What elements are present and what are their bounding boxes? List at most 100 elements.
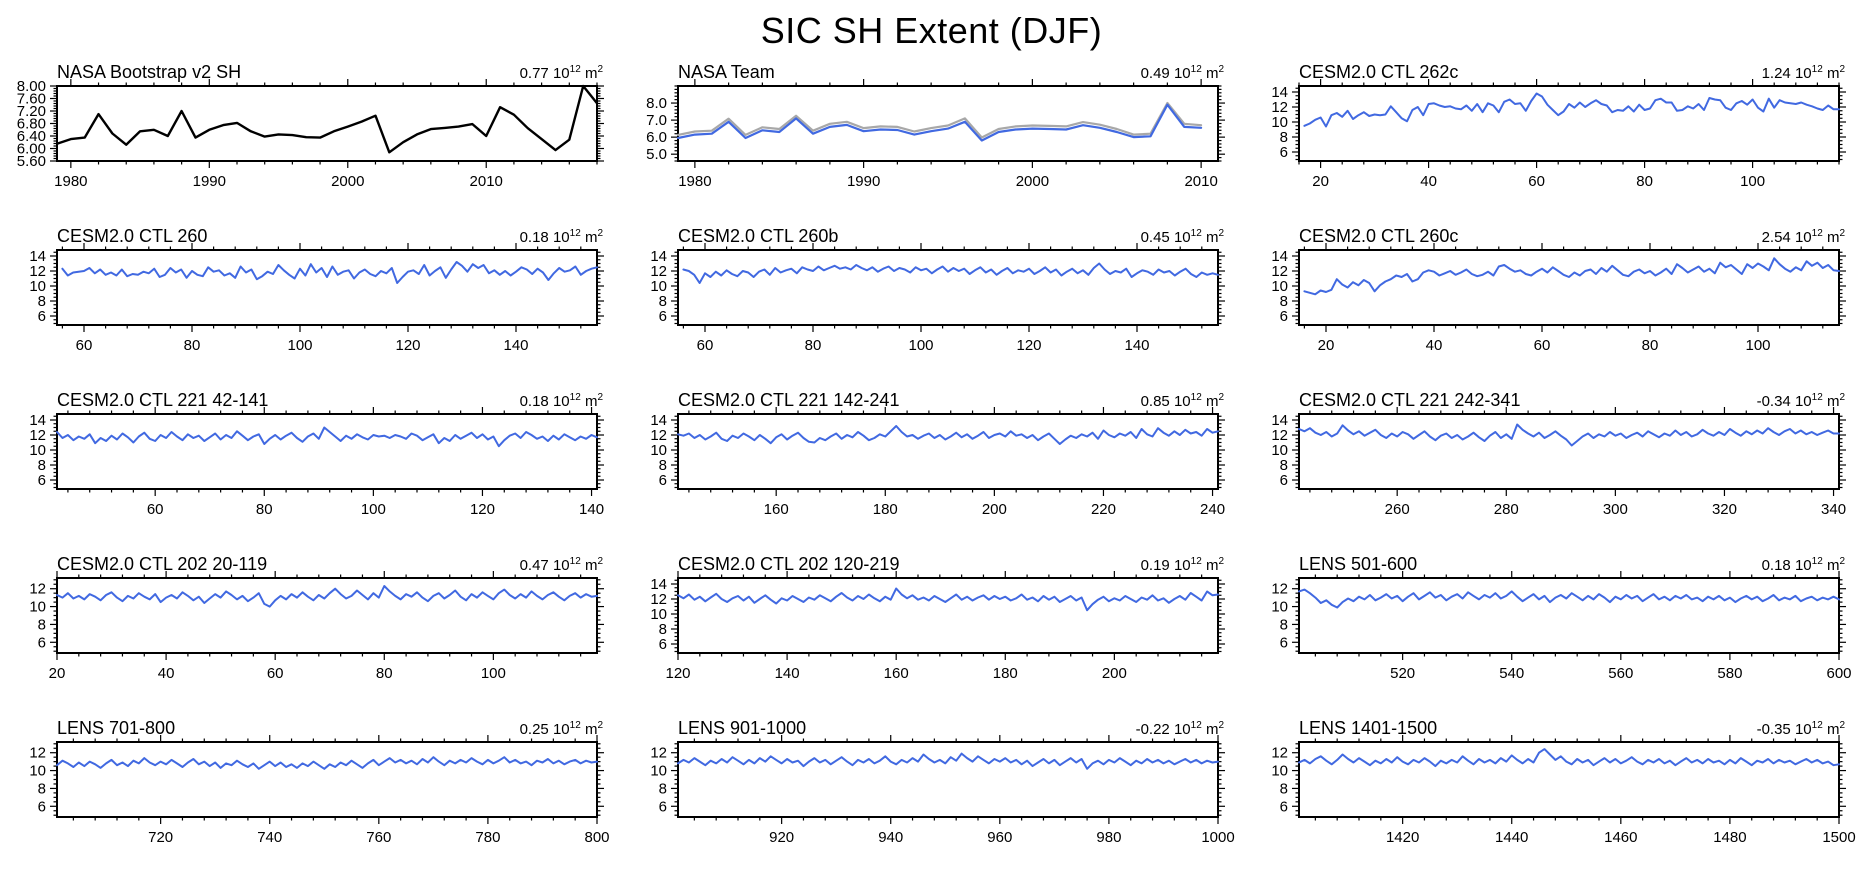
x-tick-label: 1990 [847,173,880,190]
units-exponent: 12 [1191,720,1203,731]
y-tick-label: 6.80 [17,116,46,133]
units-base: 10 [553,229,570,246]
x-tick-label: 1480 [1713,829,1746,846]
panel-trend-annotation: 0.85 1012 m2 [1141,392,1225,410]
data-series-line [1298,423,1840,447]
x-tick-label: 760 [366,829,391,846]
y-tick-label: 12 [650,263,667,280]
y-tick-label: 7.20 [17,103,46,120]
y-tick-label: 14 [1271,248,1288,265]
y-tick-label: 10 [29,763,46,780]
plot-box [1298,85,1840,162]
units-exponent: 12 [1191,228,1203,239]
x-tick-label: 540 [1499,665,1524,682]
x-tick-label: 940 [878,829,903,846]
y-tick-label: 10 [650,763,667,780]
y-tick-label: 10 [1271,114,1288,131]
chart-panel: CESM2.0 CTL 221 142-241 0.85 1012 m2 160 18… [621,386,1242,550]
x-tick-label: 180 [873,501,898,518]
panel-trend-annotation: 0.47 1012 m2 [520,556,604,574]
y-tick-label: 7.0 [646,112,667,129]
units-suffix-letter: m [1827,721,1840,738]
charts-grid: NASA Bootstrap v2 SH 0.77 1012 m2 1980 1990… [0,58,1863,878]
y-tick-label: 6 [1280,144,1288,161]
panel-title: LENS 901-1000 [678,718,806,738]
trend-value: 0.49 [1141,65,1170,82]
x-tick-label: 320 [1712,501,1737,518]
units-suffix-exponent: 2 [1839,228,1845,239]
x-tick-label: 140 [503,337,528,354]
units-suffix-exponent: 2 [1218,720,1224,731]
panel-title: CESM2.0 CTL 202 120-219 [678,554,899,574]
y-tick-label: 12 [1271,263,1288,280]
x-tick-label: 20 [1318,337,1335,354]
x-tick-label: 960 [987,829,1012,846]
chart-panel: CESM2.0 CTL 260c 2.54 1012 m2 20 40 60 80 100 6… [1242,222,1863,386]
x-tick-label: 1000 [1201,829,1234,846]
units-exponent: 12 [570,228,582,239]
x-tick-label: 60 [1534,337,1551,354]
plot-box [677,577,1219,654]
panel-title: CESM2.0 CTL 260c [1299,226,1458,246]
panel-plot: NASA Team 0.49 1012 m2 1980 1990 2000 2010 5.0… [646,62,1225,190]
units-exponent: 12 [1812,720,1824,731]
panel-title: CESM2.0 CTL 202 20-119 [57,554,267,574]
y-tick-label: 8 [1280,293,1288,310]
panel-title: NASA Team [678,62,775,82]
y-tick-label: 10 [1271,278,1288,295]
units-exponent: 12 [1812,228,1824,239]
y-tick-label: 6.0 [646,129,667,146]
units-suffix-exponent: 2 [1218,64,1224,75]
y-tick-label: 14 [29,412,46,429]
x-tick-label: 2010 [1184,173,1217,190]
data-series-line [677,425,1219,445]
units-base: 10 [1174,721,1191,738]
y-tick-label: 8 [38,457,46,474]
x-tick-label: 920 [769,829,794,846]
units-suffix-letter: m [585,557,598,574]
y-tick-label: 12 [650,591,667,608]
y-tick-label: 12 [650,745,667,762]
units-suffix-exponent: 2 [597,64,603,75]
y-tick-label: 14 [650,412,667,429]
units-suffix-exponent: 2 [1218,556,1224,567]
x-tick-label: 240 [1200,501,1225,518]
y-tick-label: 6 [659,472,667,489]
x-tick-label: 20 [49,665,66,682]
y-tick-label: 6 [659,798,667,815]
panel-plot: NASA Bootstrap v2 SH 0.77 1012 m2 1980 1990… [17,62,604,190]
x-tick-label: 80 [256,501,273,518]
units-base: 10 [553,721,570,738]
x-tick-label: 1980 [678,173,711,190]
y-tick-label: 12 [1271,581,1288,598]
chart-panel: CESM2.0 CTL 221 42-141 0.18 1012 m2 60 80 10… [0,386,621,550]
units-suffix-letter: m [1827,557,1840,574]
main-title: SIC SH Extent (DJF) [760,10,1103,51]
plot-box [677,413,1219,490]
panel-trend-annotation: 0.25 1012 m2 [520,720,604,738]
panel-title: CESM2.0 CTL 260b [678,226,838,246]
x-tick-label: 40 [1420,173,1437,190]
units-base: 10 [1795,557,1812,574]
y-tick-label: 6 [1280,798,1288,815]
trend-value: -0.34 [1757,393,1791,410]
x-tick-label: 1500 [1822,829,1855,846]
x-tick-label: 520 [1390,665,1415,682]
panel-trend-annotation: 1.24 1012 m2 [1762,64,1846,82]
x-tick-label: 60 [147,501,164,518]
x-tick-label: 80 [376,665,393,682]
y-tick-label: 6.40 [17,128,46,145]
y-tick-label: 5.60 [17,153,46,170]
units-base: 10 [1174,557,1191,574]
units-base: 10 [553,393,570,410]
chart-panel: LENS 1401-1500 -0.35 1012 m2 1420 1440 1460 1… [1242,714,1863,878]
units-base: 10 [1174,229,1191,246]
x-tick-label: 80 [1636,173,1653,190]
units-suffix-exponent: 2 [597,228,603,239]
